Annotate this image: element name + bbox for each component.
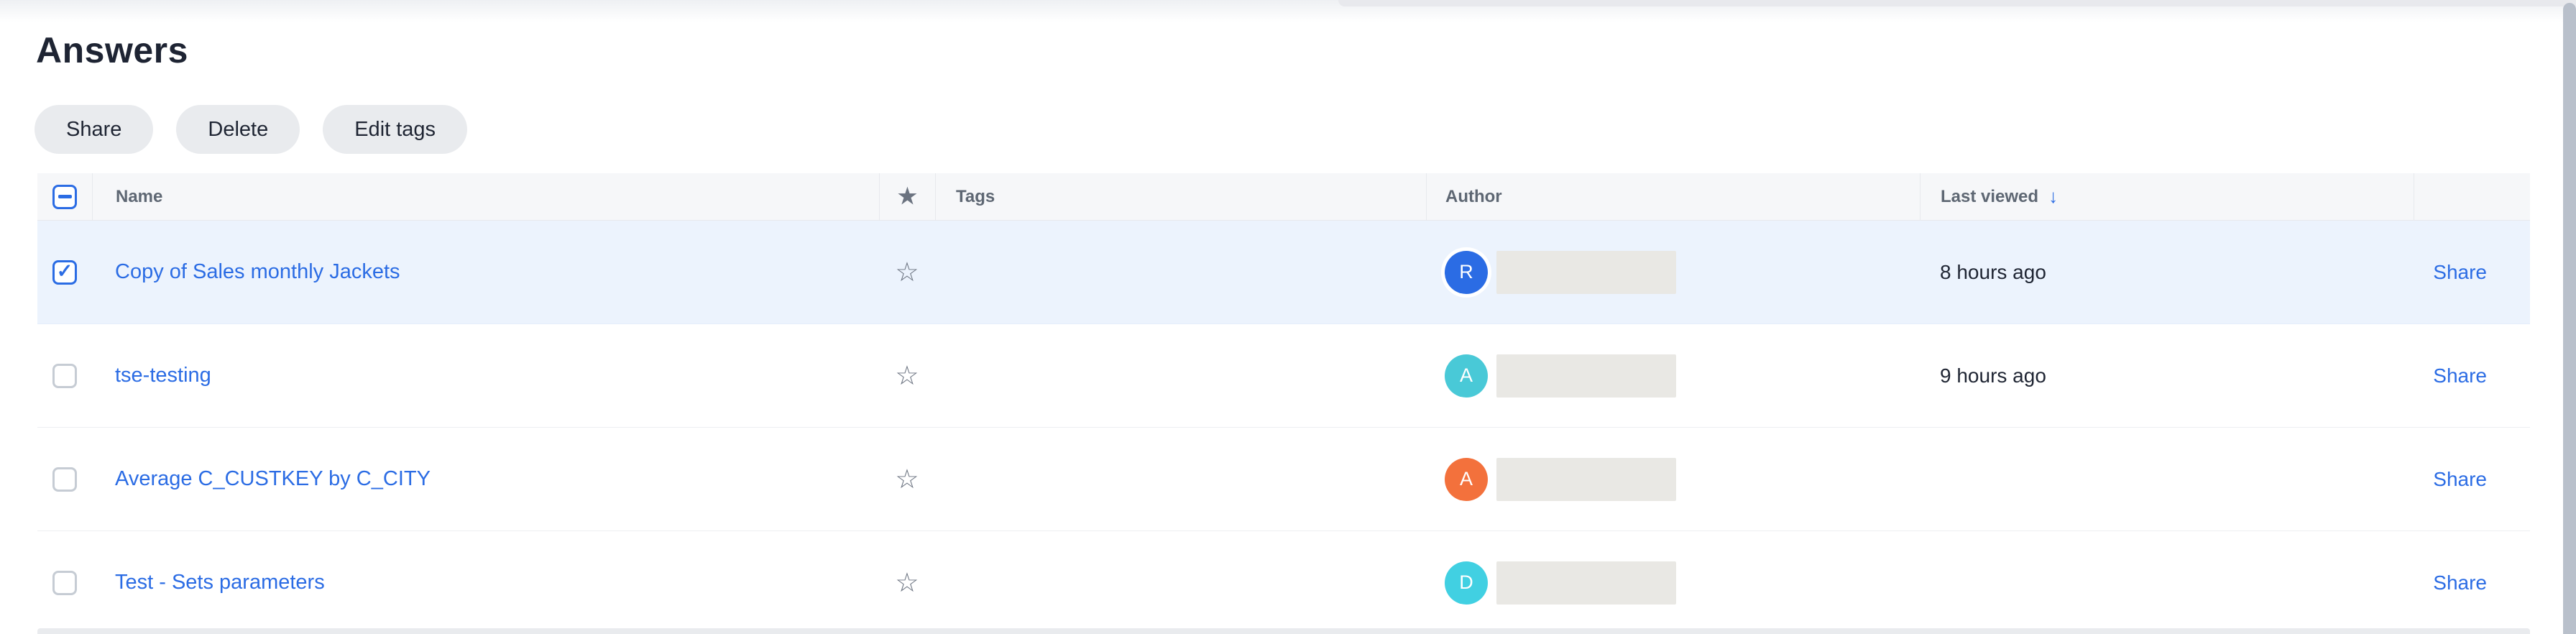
author-avatar: A [1445,354,1488,398]
row-favorite-cell: ☆ [879,324,935,427]
row-tags-cell [935,221,1426,323]
bulk-actions-toolbar: Share Delete Edit tags [34,105,468,154]
row-tags-cell [935,428,1426,530]
horizontal-scrollbar-track[interactable] [37,628,2530,634]
row-checkbox[interactable] [52,467,77,492]
select-all-checkbox[interactable] [52,184,77,209]
row-share-link[interactable]: Share [2433,467,2487,490]
header-tags[interactable]: Tags [935,173,1426,220]
row-select-cell [37,531,92,634]
author-name-redacted-box [1496,457,1676,501]
star-outline-icon[interactable]: ☆ [895,568,919,597]
answer-name-link[interactable]: Test - Sets parameters [115,571,325,594]
row-checkbox[interactable]: ✓ [52,259,77,285]
arrow-down-icon: ↓ [2048,185,2058,207]
page-title: Answers [36,30,188,70]
author-avatar: D [1445,561,1488,605]
author-avatar: A [1445,457,1488,501]
header-last-viewed[interactable]: Last viewed ↓ [1920,173,2414,220]
header-actions [2414,173,2530,220]
row-select-cell [37,428,92,530]
row-last-viewed-cell [1920,428,2414,530]
row-tags-cell [935,324,1426,427]
author-name-redacted-box [1496,354,1676,398]
row-author-cell: R [1426,221,1920,323]
indeterminate-dash-icon [58,195,72,198]
row-name-cell: Average C_CUSTKEY by C_CITY [92,428,879,530]
row-favorite-cell: ☆ [879,221,935,323]
share-button[interactable]: Share [34,105,154,154]
row-tags-cell [935,531,1426,634]
delete-button[interactable]: Delete [176,105,300,154]
table-row[interactable]: tse-testing ☆ A 9 hours ago Share [37,324,2530,428]
row-last-viewed-cell: 9 hours ago [1920,324,2414,427]
row-favorite-cell: ☆ [879,531,935,634]
table-header-row: Name ★ Tags Author Last viewed ↓ [37,173,2530,221]
star-outline-icon[interactable]: ☆ [895,257,919,287]
table-row[interactable]: ✓ Copy of Sales monthly Jackets ☆ R 8 ho… [37,221,2530,324]
star-outline-icon[interactable]: ☆ [895,361,919,390]
answers-table: Name ★ Tags Author Last viewed ↓ ✓ C [37,173,2530,634]
author-name-redacted-box [1496,561,1676,605]
author-avatar: R [1445,250,1488,294]
row-select-cell: ✓ [37,221,92,323]
checkmark-icon: ✓ [56,260,73,282]
row-select-cell [37,324,92,427]
edit-tags-button[interactable]: Edit tags [323,105,468,154]
row-favorite-cell: ☆ [879,428,935,530]
row-last-viewed-cell: 8 hours ago [1920,221,2414,323]
answer-name-link[interactable]: tse-testing [115,364,211,387]
row-share-link[interactable]: Share [2433,364,2487,387]
row-author-cell: D [1426,531,1920,634]
row-share-link[interactable]: Share [2433,260,2487,283]
author-name-redacted-box [1496,250,1676,294]
header-favorite[interactable]: ★ [879,173,935,220]
row-share-link[interactable]: Share [2433,571,2487,594]
row-last-viewed-cell [1920,531,2414,634]
row-action-cell: Share [2414,531,2530,634]
answer-name-link[interactable]: Copy of Sales monthly Jackets [115,260,400,283]
star-icon: ★ [898,184,917,208]
row-author-cell: A [1426,324,1920,427]
header-select-all-cell [37,173,92,220]
row-name-cell: Copy of Sales monthly Jackets [92,221,879,323]
table-body: ✓ Copy of Sales monthly Jackets ☆ R 8 ho… [37,221,2530,634]
answer-name-link[interactable]: Average C_CUSTKEY by C_CITY [115,467,431,490]
row-name-cell: Test - Sets parameters [92,531,879,634]
row-action-cell: Share [2414,221,2530,323]
header-name[interactable]: Name [92,173,879,220]
table-row[interactable]: Average C_CUSTKEY by C_CITY ☆ A Share [37,428,2530,531]
last-viewed-text: 9 hours ago [1940,364,2046,387]
top-edge-strip [1338,0,2576,6]
vertical-scrollbar-thumb[interactable] [2563,3,2576,634]
row-action-cell: Share [2414,428,2530,530]
row-author-cell: A [1426,428,1920,530]
table-row[interactable]: Test - Sets parameters ☆ D Share [37,531,2530,634]
star-outline-icon[interactable]: ☆ [895,464,919,494]
header-author[interactable]: Author [1426,173,1920,220]
last-viewed-text: 8 hours ago [1940,260,2046,283]
row-name-cell: tse-testing [92,324,879,427]
row-action-cell: Share [2414,324,2530,427]
row-checkbox[interactable] [52,570,77,595]
row-checkbox[interactable] [52,363,77,388]
